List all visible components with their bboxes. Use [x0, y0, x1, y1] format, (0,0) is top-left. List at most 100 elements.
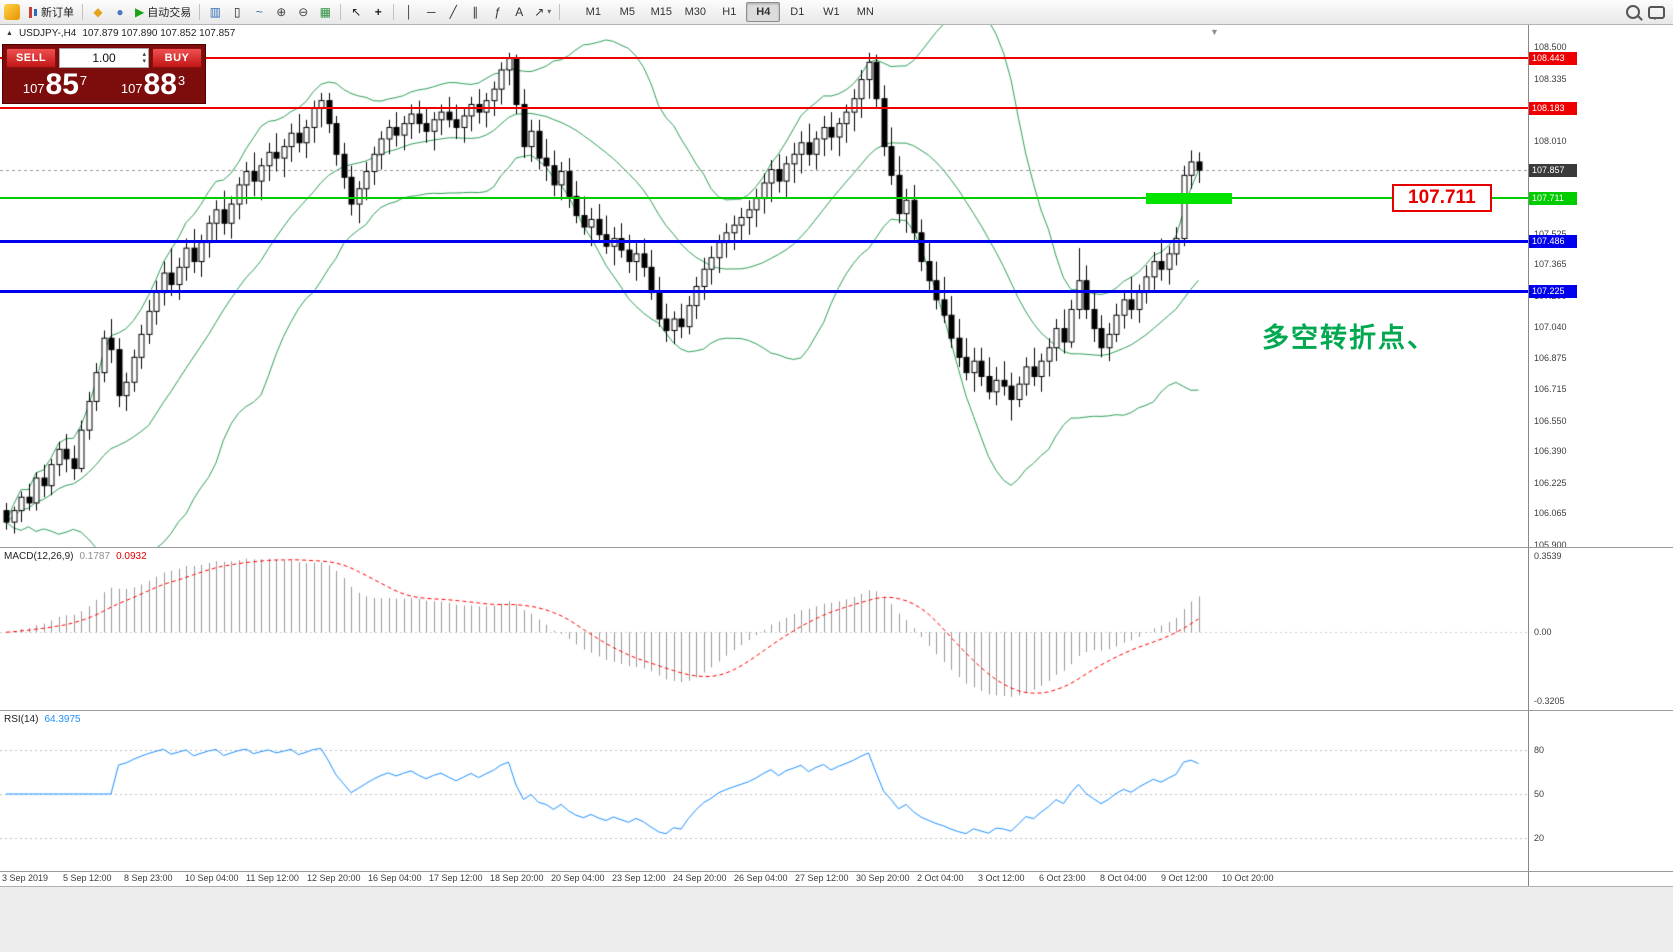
sell-price-display[interactable]: 107 85 7 — [6, 68, 104, 101]
time-label: 8 Oct 04:00 — [1100, 873, 1147, 883]
time-label: 23 Sep 12:00 — [612, 873, 666, 883]
zoom-in-icon: ⊕ — [276, 5, 287, 19]
search-button[interactable] — [1622, 2, 1644, 22]
arrows-button[interactable]: ↗ ▾ — [530, 2, 555, 22]
zoom-out-button[interactable]: ⊖ — [292, 2, 314, 22]
bid-big-digits: 85 — [45, 68, 79, 101]
vertical-line-icon: │ — [405, 5, 413, 19]
horizontal-line-button[interactable]: ─ — [420, 2, 442, 22]
time-label: 10 Oct 20:00 — [1222, 873, 1274, 883]
toolbar-separator — [559, 4, 561, 20]
time-label: 6 Oct 23:00 — [1039, 873, 1086, 883]
market-watch-button[interactable]: ● — [109, 2, 131, 22]
macd-name: MACD(12,26,9) — [4, 551, 74, 562]
time-label: 20 Sep 04:00 — [551, 873, 605, 883]
autotrading-button[interactable]: ▶ 自动交易 — [131, 2, 195, 22]
panel-collapse-icon[interactable]: ▲ — [6, 30, 13, 37]
mql-community-icon: ◆ — [93, 5, 103, 19]
fibonacci-button[interactable]: ƒ — [486, 2, 508, 22]
price-tick: 107.040 — [1534, 321, 1567, 332]
volume-down-icon[interactable]: ▾ — [142, 58, 146, 65]
toolbar-separator — [393, 4, 395, 20]
rsi-axis-label: 20 — [1534, 832, 1545, 843]
window-bottom-area — [0, 886, 1673, 952]
price-tick: 106.550 — [1534, 415, 1567, 426]
price-tag-107.486: 107.486 — [1529, 235, 1577, 249]
ask-prefix: 107 — [120, 81, 143, 96]
chat-button[interactable] — [1644, 2, 1669, 22]
symbol-period-label: USDJPY-,H4 — [18, 28, 77, 39]
price-tick: 106.065 — [1534, 508, 1567, 519]
mql-community-button[interactable]: ◆ — [87, 2, 109, 22]
timeframe-m30[interactable]: M30 — [684, 6, 707, 18]
arrow-object-icon: ↗ — [534, 5, 545, 19]
volume-input[interactable]: 1.00 ▴ ▾ — [59, 48, 149, 68]
autotrading-label: 自动交易 — [147, 7, 192, 19]
panel-separator[interactable] — [0, 710, 1673, 711]
symbol-ohlc-values: 107.879 107.890 107.852 107.857 — [82, 28, 236, 39]
trendline-button[interactable]: ╱ — [442, 2, 464, 22]
price-tick: 106.715 — [1534, 383, 1567, 394]
timeframe-m5[interactable]: M5 — [619, 6, 635, 18]
tile-windows-button[interactable]: ▦ — [314, 2, 336, 22]
channel-button[interactable]: ∥ — [464, 2, 486, 22]
price-level-label[interactable]: 107.711 — [1392, 184, 1492, 212]
panel-separator[interactable] — [0, 547, 1673, 548]
chart-candles-button[interactable]: ▯ — [226, 2, 248, 22]
timeframe-w1[interactable]: W1 — [823, 6, 840, 18]
main-price-chart[interactable] — [0, 24, 1528, 547]
timeframe-h4[interactable]: H4 — [746, 2, 781, 22]
timeframe-toolbar: M1 M5 M15 M30 H1 H4 D1 W1 MN — [576, 2, 882, 22]
text-label-button[interactable]: A — [508, 2, 530, 22]
price-tag-107.711: 107.711 — [1529, 192, 1577, 206]
macd-axis-label: -0.3205 — [1534, 696, 1565, 707]
time-label: 10 Sep 04:00 — [185, 873, 239, 883]
price-tick: 106.875 — [1534, 353, 1567, 364]
price-tick: 108.010 — [1534, 135, 1567, 146]
price-tick: 107.365 — [1534, 259, 1567, 270]
new-order-label: 新订单 — [41, 7, 74, 19]
autotrading-icon: ▶ — [135, 5, 145, 19]
price-tag-107.225: 107.225 — [1529, 285, 1577, 299]
timeframe-m15[interactable]: M15 — [650, 6, 673, 18]
buy-button[interactable]: BUY — [152, 48, 202, 68]
timeframe-h1[interactable]: H1 — [722, 6, 737, 18]
buy-price-display[interactable]: 107 88 3 — [104, 68, 202, 101]
toolbar-right-group — [1622, 2, 1669, 22]
volume-spinner[interactable]: ▴ ▾ — [142, 49, 146, 67]
ask-big-digits: 88 — [143, 68, 177, 101]
price-axis[interactable]: 108.500108.335108.170108.010107.845107.6… — [1528, 24, 1673, 886]
rsi-panel-chart[interactable] — [0, 711, 1528, 871]
zoom-in-button[interactable]: ⊕ — [270, 2, 292, 22]
timeframe-d1[interactable]: D1 — [790, 6, 805, 18]
bid-prefix: 107 — [22, 81, 45, 96]
chinese-note-annotation[interactable]: 多空转折点、 — [1262, 323, 1436, 353]
sell-button[interactable]: SELL — [6, 48, 56, 68]
panel-separator[interactable] — [0, 871, 1673, 872]
chart-shift-marker[interactable]: ▼ — [1210, 27, 1219, 37]
price-tick: 106.225 — [1534, 477, 1567, 488]
time-label: 26 Sep 04:00 — [734, 873, 788, 883]
volume-up-icon[interactable]: ▴ — [142, 51, 146, 58]
market-watch-icon: ● — [116, 5, 124, 19]
timeframe-m1[interactable]: M1 — [585, 6, 601, 18]
new-order-button[interactable]: 新订单 — [24, 2, 78, 22]
rsi-axis-label: 50 — [1534, 789, 1545, 799]
time-axis[interactable]: 3 Sep 2019 5 Sep 12:00 8 Sep 23:00 10 Sep 0… — [0, 872, 1528, 886]
cursor-button[interactable]: ↖ — [345, 2, 367, 22]
timeframe-mn[interactable]: MN — [856, 6, 874, 18]
price-tick: 108.335 — [1534, 73, 1567, 84]
crosshair-button[interactable]: + — [367, 2, 389, 22]
price-tick: 106.390 — [1534, 446, 1567, 457]
toolbar-separator — [340, 4, 342, 20]
vertical-line-button[interactable]: │ — [398, 2, 420, 22]
toolbar-separator — [82, 4, 83, 20]
chart-bars-button[interactable]: ▥ — [204, 2, 226, 22]
search-icon — [1626, 5, 1640, 19]
crosshair-icon: + — [374, 5, 382, 19]
chevron-down-icon: ▾ — [547, 7, 552, 16]
app-icon — [4, 4, 20, 20]
macd-panel-chart[interactable] — [0, 548, 1528, 710]
chart-line-button[interactable]: ~ — [248, 2, 270, 22]
